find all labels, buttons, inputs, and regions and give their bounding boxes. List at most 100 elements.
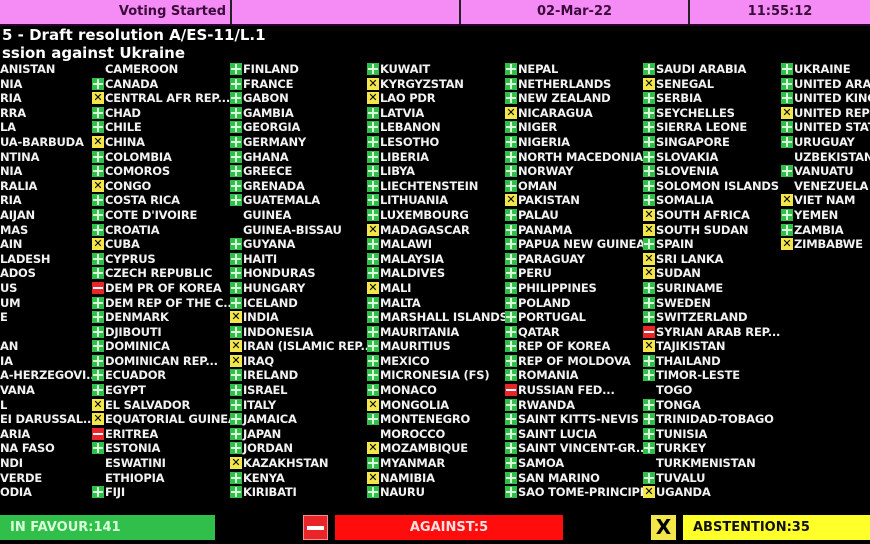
plus-icon — [230, 369, 242, 382]
country-row: SOLOMON ISLANDS — [643, 179, 781, 194]
plus-icon — [367, 486, 379, 499]
country-name: COMOROS — [105, 164, 170, 179]
country-row: GREECE — [230, 164, 368, 179]
plus-icon — [505, 413, 517, 426]
country-name: CROATIA — [105, 222, 160, 237]
x-icon: ✕ — [367, 76, 379, 90]
x-icon: ✕ — [505, 193, 517, 207]
country-row: CAMEROON — [92, 62, 230, 77]
country-name: JORDAN — [243, 441, 293, 456]
country-row: ✕ LAO PDR — [367, 91, 505, 106]
plus-icon — [505, 238, 517, 251]
country-name: NAMIBIA — [380, 470, 435, 485]
country-row: MOROCCO — [367, 427, 505, 442]
country-name: MICRONESIA (FS) — [380, 368, 490, 383]
x-icon: ✕ — [643, 485, 655, 499]
plus-icon — [643, 165, 655, 178]
country-name: SOUTH SUDAN — [656, 222, 749, 237]
country-name: ICELAND — [243, 295, 298, 310]
x-icon: ✕ — [92, 91, 104, 105]
country-name: L — [0, 397, 8, 412]
country-row: NTINA — [0, 150, 138, 165]
country-row: CYPRUS — [92, 252, 230, 267]
country-name: IRAN (ISLAMIC REP... — [243, 339, 368, 354]
country-row: NIA — [0, 77, 138, 92]
country-name: GUATEMALA — [243, 193, 320, 208]
country-row: CHILE — [92, 120, 230, 135]
country-name: MAURITANIA — [380, 324, 460, 339]
plus-icon — [781, 223, 793, 236]
country-row: SAN MARINO — [505, 471, 643, 486]
country-row: POLAND — [505, 296, 643, 311]
x-icon: ✕ — [92, 397, 104, 411]
country-name: ROMANIA — [518, 368, 579, 383]
x-icon: ✕ — [92, 134, 104, 148]
country-row: ✕ CENTRAL AFR REP.... — [92, 91, 230, 106]
plus-icon — [367, 369, 379, 382]
plus-icon — [505, 223, 517, 236]
country-name: GUINEA-BISSAU — [243, 222, 342, 237]
x-icon: ✕ — [230, 339, 242, 353]
country-column: KUWAIT ✕ KYRGYZSTAN ✕ LAO PDR LATVIA LEBANON LE… — [367, 62, 505, 500]
country-row: VANA — [0, 383, 138, 398]
plus-icon — [781, 92, 793, 105]
country-row: MYANMAR — [367, 456, 505, 471]
plus-icon — [367, 252, 379, 265]
plus-icon — [643, 398, 655, 411]
x-icon: ✕ — [230, 353, 242, 367]
country-name: LEBANON — [380, 120, 441, 135]
country-name: MONTENEGRO — [380, 412, 471, 427]
country-name: EQUATORIAL GUINEA — [105, 412, 230, 427]
plus-icon — [92, 325, 104, 338]
country-row: ITALY — [230, 398, 368, 413]
country-row: COMOROS — [92, 164, 230, 179]
plus-icon — [230, 267, 242, 280]
plus-icon — [230, 486, 242, 499]
country-row: SAINT VINCENT-GR... — [505, 441, 643, 456]
country-row: ✕ CUBA — [92, 237, 230, 252]
country-name: US — [0, 280, 18, 295]
country-name: DEM REP OF THE C... — [105, 295, 230, 310]
country-row: NIGERIA — [505, 135, 643, 150]
country-name: CHILE — [105, 120, 142, 135]
country-name: INDIA — [243, 310, 279, 325]
plus-icon — [505, 354, 517, 367]
country-name: THAILAND — [656, 353, 721, 368]
vote-time: 11:55:12 — [747, 4, 813, 19]
country-name: GUYANA — [243, 237, 296, 252]
country-name: GAMBIA — [243, 105, 294, 120]
country-name: RWANDA — [518, 397, 575, 412]
country-row: RALIA — [0, 179, 138, 194]
country-name: AN — [0, 339, 19, 354]
country-column: NEPAL NETHERLANDS NEW ZEALAND ✕ NICARAGUA NIG… — [505, 62, 643, 500]
country-name: RUSSIAN FED... — [518, 383, 615, 398]
x-icon: ✕ — [781, 193, 793, 207]
country-name: SRI LANKA — [656, 251, 724, 266]
header-bar: Voting Started 02-Mar-22 11:55:12 — [0, 0, 870, 26]
country-row: MONTENEGRO — [367, 412, 505, 427]
country-row: VANUATU — [781, 164, 870, 179]
country-row: RWANDA — [505, 398, 643, 413]
country-row: ✕ SOUTH AFRICA — [643, 208, 781, 223]
country-name: ZIMBABWE — [794, 237, 863, 252]
country-name: SYRIAN ARAB REP... — [656, 324, 781, 339]
plus-icon — [230, 325, 242, 338]
country-name: SURINAME — [656, 280, 723, 295]
country-name: INDONESIA — [243, 324, 314, 339]
country-name: UNITED STATE — [794, 120, 870, 135]
country-name: MOROCCO — [380, 426, 446, 441]
country-row: KUWAIT — [367, 62, 505, 77]
country-name: GEORGIA — [243, 120, 301, 135]
plus-icon — [92, 442, 104, 455]
plus-icon — [367, 457, 379, 470]
country-row: GUINEA — [230, 208, 368, 223]
plus-icon — [230, 238, 242, 251]
country-name: PORTUGAL — [518, 310, 586, 325]
plus-icon — [230, 252, 242, 265]
country-name: KAZAKHSTAN — [243, 456, 329, 471]
country-row: CZECH REPUBLIC — [92, 266, 230, 281]
country-name: HAITI — [243, 251, 277, 266]
x-icon: ✕ — [367, 397, 379, 411]
country-row: NORTH MACEDONIA — [505, 150, 643, 165]
country-row: GUATEMALA — [230, 193, 368, 208]
